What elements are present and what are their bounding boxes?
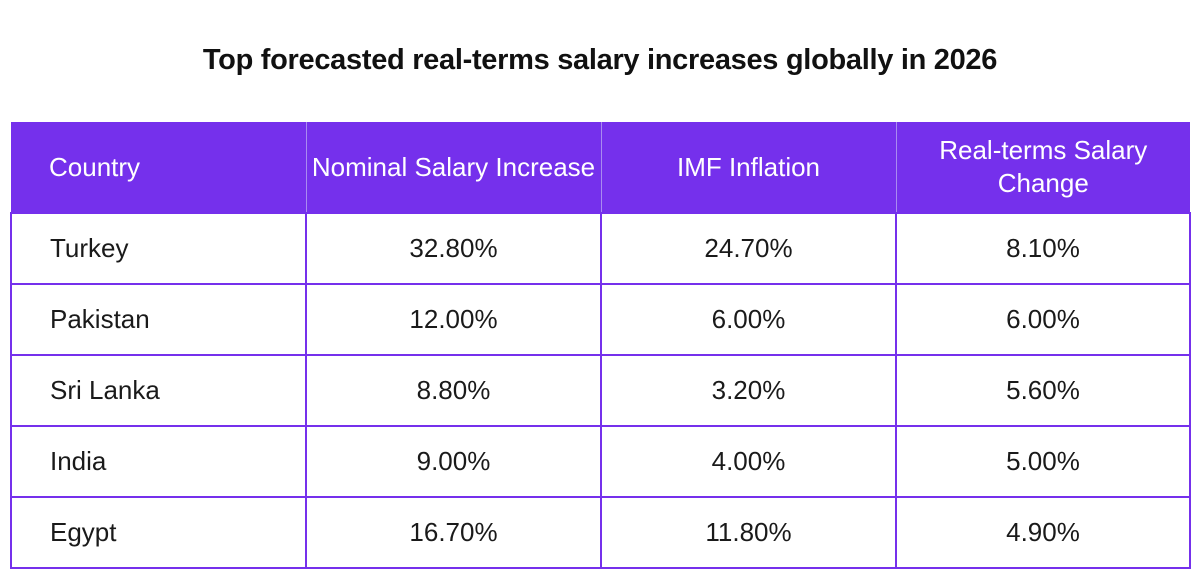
table-row: Egypt 16.70% 11.80% 4.90% <box>10 496 1191 569</box>
cell-real: 6.00% <box>895 283 1191 356</box>
cell-real: 8.10% <box>895 212 1191 285</box>
cell-real: 5.60% <box>895 354 1191 427</box>
table-row: Sri Lanka 8.80% 3.20% 5.60% <box>10 354 1191 427</box>
cell-country: Sri Lanka <box>10 354 307 427</box>
cell-country: Turkey <box>10 212 307 285</box>
cell-country: Egypt <box>10 496 307 569</box>
header-nominal: Nominal Salary Increase <box>305 122 601 213</box>
cell-nominal: 12.00% <box>305 283 602 356</box>
cell-real: 4.90% <box>895 496 1191 569</box>
cell-real: 5.00% <box>895 425 1191 498</box>
cell-inflation: 11.80% <box>600 496 897 569</box>
table-row: Pakistan 12.00% 6.00% 6.00% <box>10 283 1191 356</box>
header-real: Real-terms Salary Change <box>895 122 1190 213</box>
cell-inflation: 4.00% <box>600 425 897 498</box>
table-row: India 9.00% 4.00% 5.00% <box>10 425 1191 498</box>
header-inflation: IMF Inflation <box>600 122 896 213</box>
header-row: Country Nominal Salary Increase IMF Infl… <box>11 122 1190 213</box>
cell-nominal: 16.70% <box>305 496 602 569</box>
cell-inflation: 24.70% <box>600 212 897 285</box>
cell-nominal: 8.80% <box>305 354 602 427</box>
cell-inflation: 6.00% <box>600 283 897 356</box>
chart-title: Top forecasted real-terms salary increas… <box>202 44 998 76</box>
cell-nominal: 32.80% <box>305 212 602 285</box>
cell-country: Pakistan <box>10 283 307 356</box>
cell-nominal: 9.00% <box>305 425 602 498</box>
cell-country: India <box>10 425 307 498</box>
cell-inflation: 3.20% <box>600 354 897 427</box>
header-country: Country <box>11 122 306 213</box>
table-row: Turkey 32.80% 24.70% 8.10% <box>10 212 1191 285</box>
salary-table: Country Nominal Salary Increase IMF Infl… <box>10 122 1191 569</box>
